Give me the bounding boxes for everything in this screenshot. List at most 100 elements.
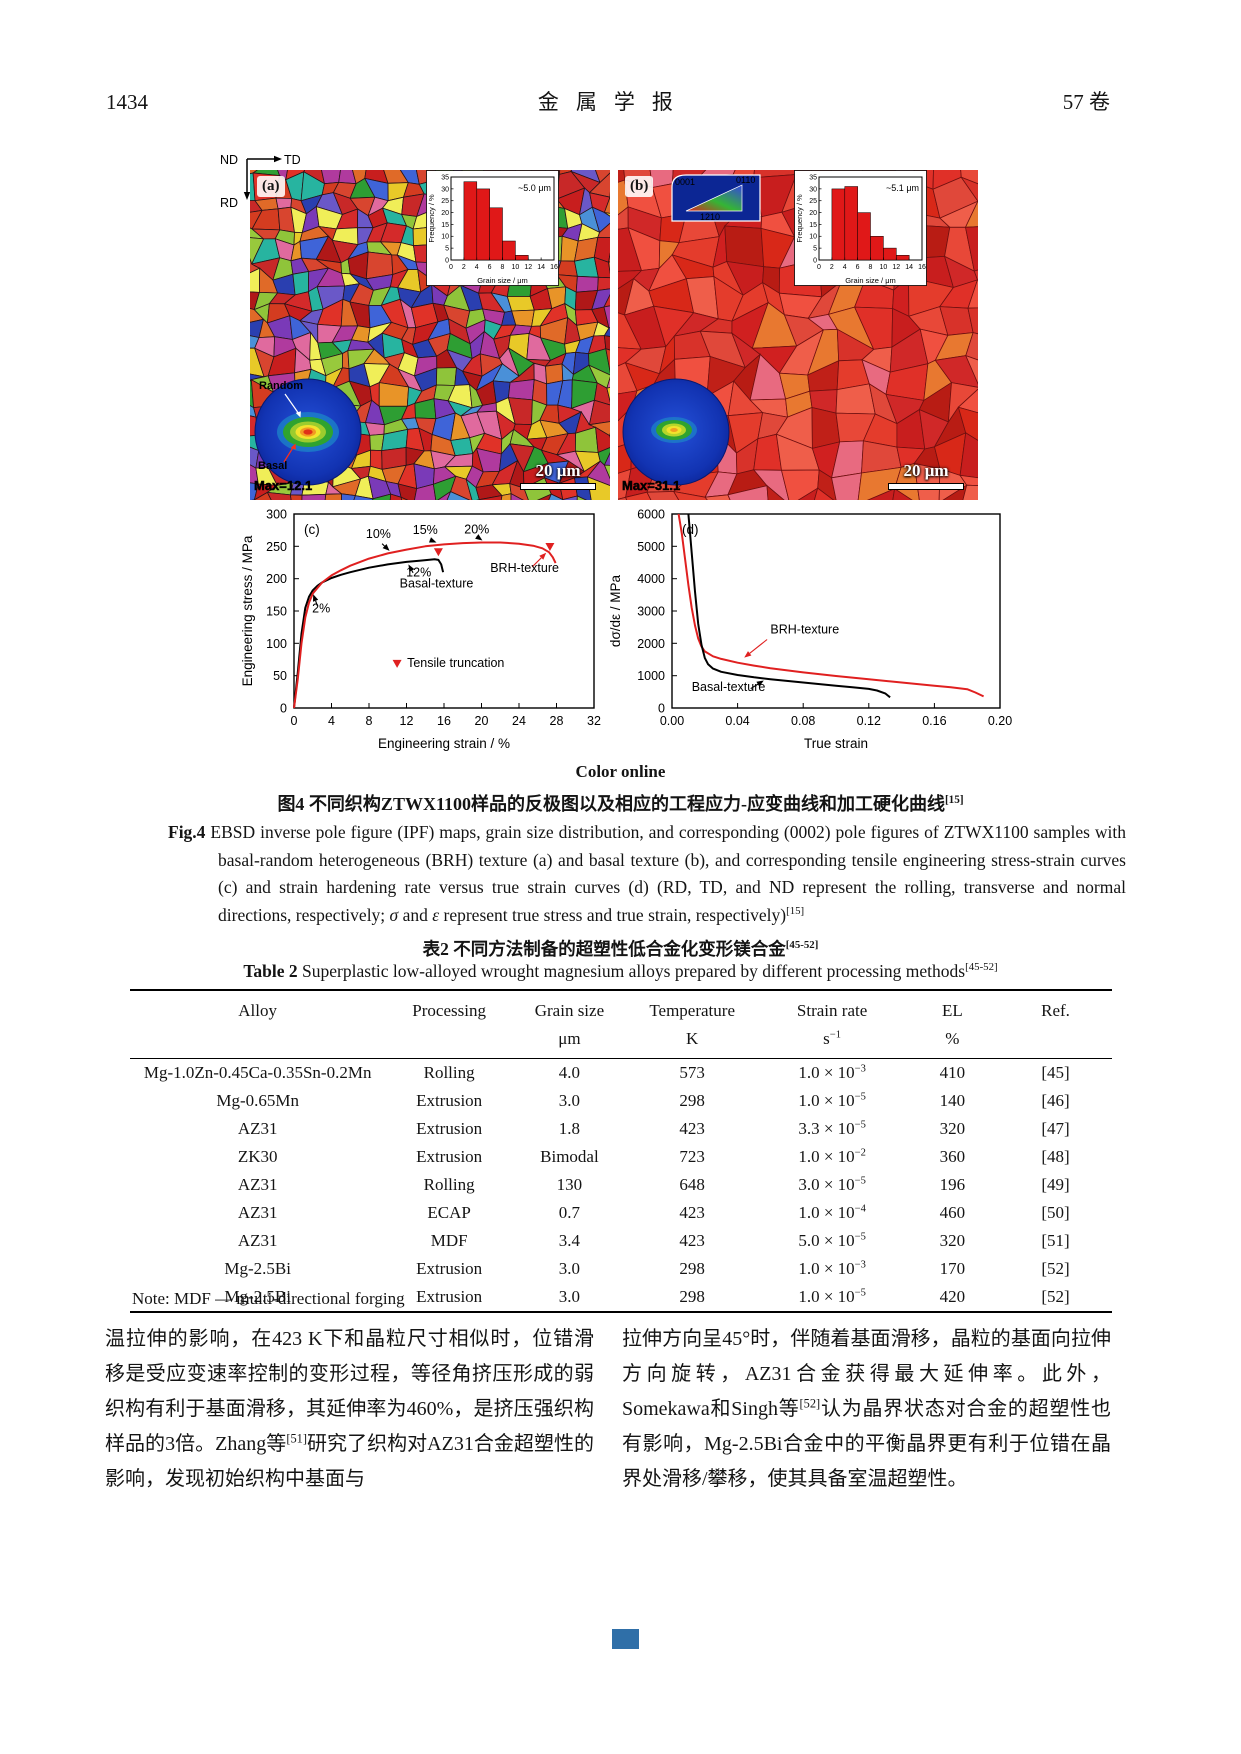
svg-text:Engineering strain / %: Engineering strain / % — [378, 736, 510, 751]
svg-text:8: 8 — [501, 264, 505, 271]
table-row: ZK30 Extrusion Bimodal 723 1.0 × 10−2 360 [48] — [237, 1147, 1070, 1166]
col-header-ref: Ref. — [1041, 1001, 1070, 1020]
svg-text:0: 0 — [449, 264, 453, 271]
body-paragraph-right: 拉伸方向呈45°时，伴随着基面滑移，晶粒的基面向拉伸方向旋转，AZ31合金获得最… — [622, 1328, 1112, 1490]
col-header-strain-rate: Strain rate — [796, 1001, 868, 1020]
svg-text:12: 12 — [400, 714, 414, 728]
svg-text:1000: 1000 — [637, 669, 665, 683]
pole-max-label-b: Max=31.1 — [622, 478, 680, 493]
svg-text:0.12: 0.12 — [857, 714, 881, 728]
axes-indicator: ND TD RD — [220, 153, 301, 210]
svg-text:25: 25 — [809, 198, 817, 205]
table-row: AZ31 Extrusion 1.8 423 3.3 × 10−5 320 [47] — [237, 1119, 1070, 1138]
svg-text:Basal-texture: Basal-texture — [692, 680, 766, 694]
svg-text:15: 15 — [809, 222, 817, 229]
svg-text:4: 4 — [843, 264, 847, 271]
scale-bar-text-a: 20 μm — [535, 461, 581, 480]
td-axis-label: TD — [284, 153, 301, 167]
svg-text:Engineering stress / MPa: Engineering stress / MPa — [240, 535, 255, 686]
rd-arrow-icon — [243, 192, 251, 200]
svg-text:300: 300 — [266, 508, 287, 522]
svg-text:10%: 10% — [366, 527, 391, 541]
chart-stress-strain: 0 4 8 12 16 20 24 28 32 0 50 100 150 200 250 300 Enginee… — [240, 508, 601, 752]
table-row: Mg-0.65Mn Extrusion 3.0 298 1.0 × 10−5 140 [46… — [216, 1091, 1070, 1110]
svg-text:Grain size / μm: Grain size / μm — [477, 276, 528, 285]
color-online-note: Color online — [575, 762, 666, 781]
svg-text:BRH-texture: BRH-texture — [490, 561, 559, 575]
svg-text:0.04: 0.04 — [725, 714, 749, 728]
table-units-row: μm K s−1 % — [130, 1025, 1112, 1059]
svg-text:12: 12 — [524, 264, 532, 271]
nd-axis-label: ND — [220, 153, 238, 167]
svg-text:0: 0 — [658, 702, 665, 716]
svg-text:Basal-texture: Basal-texture — [400, 577, 474, 591]
page-number: 1434 — [106, 90, 148, 114]
table-caption-zh-label: 表2 — [422, 939, 449, 959]
svg-text:12%: 12% — [406, 566, 431, 580]
unit-grain-size: μm — [512, 1025, 626, 1059]
svg-text:15: 15 — [441, 222, 449, 229]
svg-text:10: 10 — [809, 234, 817, 241]
svg-text:2: 2 — [462, 264, 466, 271]
svg-text:Frequency / %: Frequency / % — [427, 194, 436, 243]
svg-text:0.08: 0.08 — [791, 714, 815, 728]
footer-mark — [612, 1629, 639, 1649]
svg-text:14: 14 — [537, 264, 545, 271]
grain-size-histogram-b: 0 5 10 15 20 25 30 35 0 2 4 6 8 10 12 14 16 Grain size / … — [794, 170, 927, 286]
svg-text:32: 32 — [587, 714, 601, 728]
body-paragraph-left: 温拉伸的影响，在423 K下和晶粒尺寸相似时，位错滑移是受应变速率控制的变形过程… — [105, 1328, 595, 1490]
svg-text:4000: 4000 — [637, 572, 665, 586]
scale-bar-b: 20 μm — [888, 461, 964, 490]
td-arrow-icon — [274, 155, 282, 163]
svg-text:2: 2 — [830, 264, 834, 271]
svg-text:14: 14 — [905, 264, 913, 271]
figure-caption-zh-text: 不同织构ZTWX1100样品的反极图以及相应的工程应力-应变曲线和加工硬化曲线[… — [304, 794, 964, 814]
table-body: Mg-1.0Zn-0.45Ca-0.35Sn-0.2Mn Rolling 4.0 57… — [130, 1059, 1112, 1312]
pole-figure-b: Max=31.1 — [622, 378, 730, 493]
col-header-alloy: Alloy — [238, 1001, 278, 1020]
svg-text:16: 16 — [437, 714, 451, 728]
figure-4: ND TD RD (a) 0 5 10 15 20 25 30 35 0 2 4 6 8 10 12 14 16… — [220, 148, 1022, 756]
svg-text:0: 0 — [817, 264, 821, 271]
svg-text:~5.0 μm: ~5.0 μm — [518, 183, 551, 193]
table-header-row: Alloy Processing Grain size Temperature … — [130, 991, 1112, 1025]
table-caption-en: Table 2 Superplastic low-alloyed wrought… — [0, 961, 1241, 982]
figure-caption-en-label: Fig.4 — [168, 822, 206, 842]
table-row: AZ31 ECAP 0.7 423 1.0 × 10−4 460 [50] — [237, 1203, 1070, 1222]
scale-bar-line-a — [520, 483, 596, 490]
charts-row: 0 4 8 12 16 20 24 28 32 0 50 100 150 200 250 300 Enginee… — [222, 500, 1022, 756]
table-caption-zh-text: 不同方法制备的超塑性低合金化变形镁合金[45-52] — [448, 939, 819, 959]
svg-text:0.00: 0.00 — [660, 714, 684, 728]
svg-text:True strain: True strain — [804, 736, 868, 751]
col-header-processing: Processing — [412, 1001, 486, 1020]
svg-text:0.16: 0.16 — [922, 714, 946, 728]
page-header: 1434 金属学报 57 卷 — [106, 86, 1110, 116]
svg-text:8: 8 — [366, 714, 373, 728]
svg-text:15%: 15% — [413, 523, 438, 537]
svg-text:150: 150 — [266, 605, 287, 619]
svg-text:BRH-texture: BRH-texture — [770, 623, 839, 637]
grain-size-histogram-a: 0 5 10 15 20 25 30 35 0 2 4 6 8 10 12 14 16 Grain size / … — [426, 170, 559, 286]
svg-text:10: 10 — [441, 234, 449, 241]
table-row: Mg-2.5Bi Extrusion 3.0 298 1.0 × 10−5 420 [52] — [224, 1287, 1070, 1306]
table-note: Note: MDF — multi-directional forging — [132, 1289, 405, 1308]
svg-text:dσ/dε / MPa: dσ/dε / MPa — [608, 574, 623, 647]
svg-text:4: 4 — [328, 714, 335, 728]
ebsd-map-b: (b) 0001 0110 1210 0 5 10 15 20 25 — [618, 170, 978, 500]
svg-text:20: 20 — [441, 210, 449, 217]
table-caption-zh: 表2 不同方法制备的超塑性低合金化变形镁合金[45-52] — [0, 936, 1241, 961]
ebsd-maps-row: ND TD RD (a) 0 5 10 15 20 25 30 35 0 2 4 6 8 10 12 14 16… — [220, 148, 1022, 500]
svg-text:28: 28 — [550, 714, 564, 728]
svg-text:10: 10 — [879, 264, 887, 271]
col-header-grain-size: Grain size — [534, 1001, 605, 1020]
figure-caption-en: Fig.4 EBSD inverse pole figure (IPF) map… — [168, 819, 1126, 929]
svg-text:6: 6 — [488, 264, 492, 271]
scale-bar-a: 20 μm — [520, 461, 596, 490]
svg-text:0: 0 — [813, 257, 817, 264]
table-row: AZ31 MDF 3.4 423 5.0 × 10−5 320 [51] — [237, 1231, 1070, 1250]
unit-temperature: K — [625, 1025, 759, 1059]
ipf-key-0110-label: 0110 — [736, 175, 755, 185]
pole-random-label: Random — [259, 380, 303, 392]
scale-bar-text-b: 20 μm — [903, 461, 949, 480]
